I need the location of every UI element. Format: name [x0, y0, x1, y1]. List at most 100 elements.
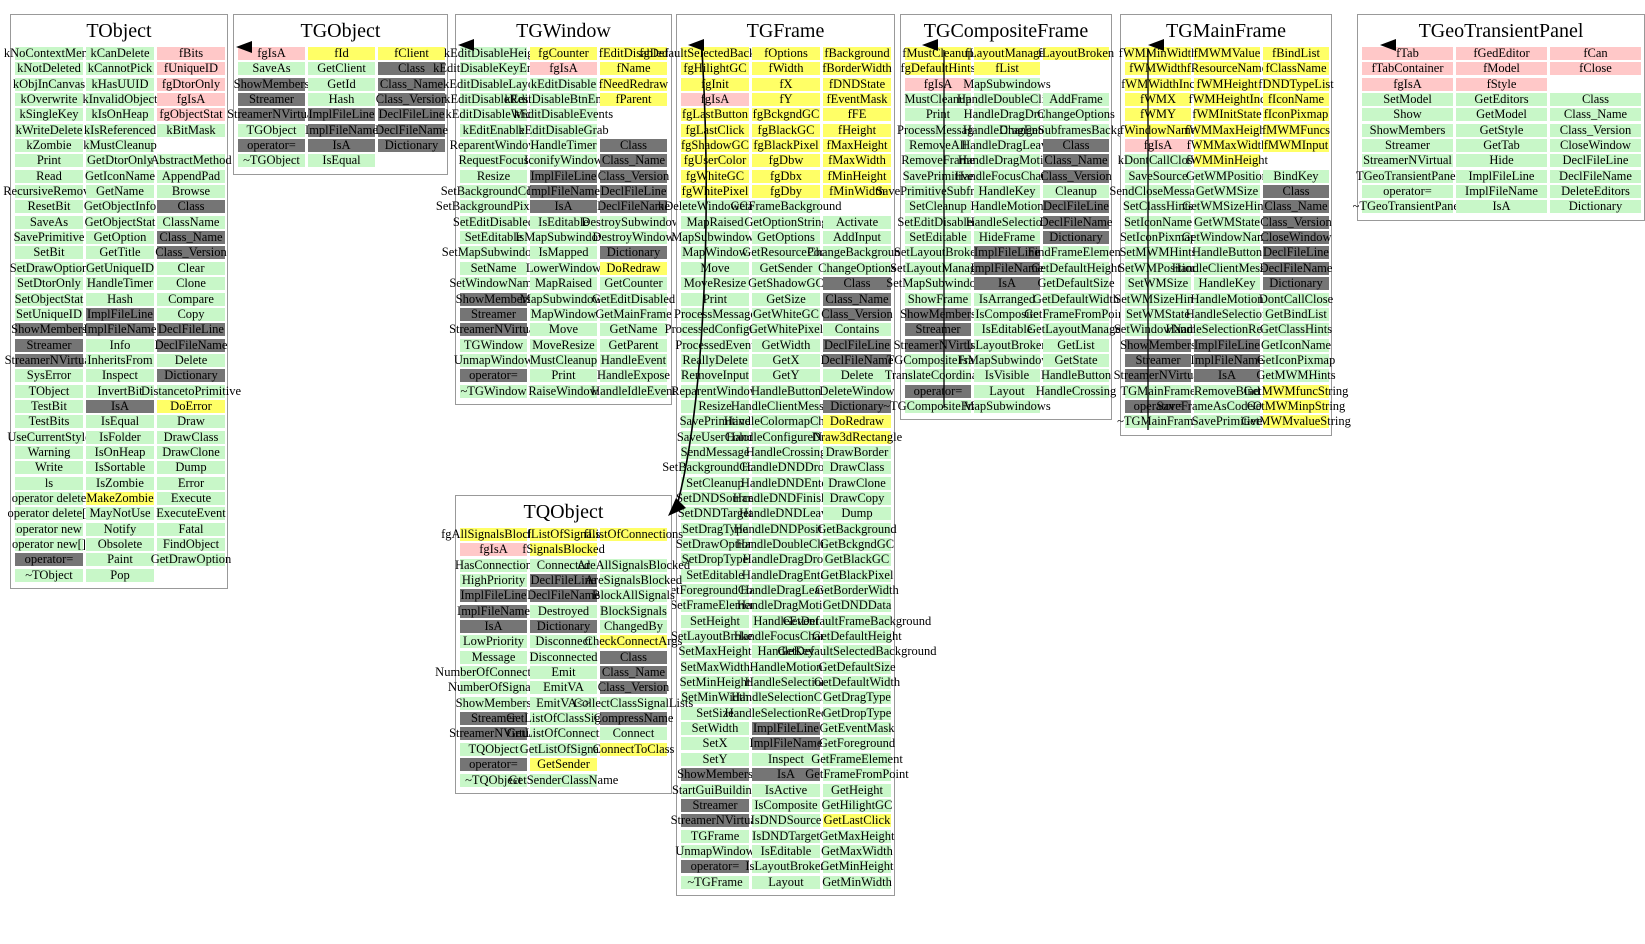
member-cell[interactable]: ChangeOptions: [1037, 108, 1115, 122]
member-cell[interactable]: DestroySubwindows: [581, 215, 686, 229]
member-cell[interactable]: Class: [600, 650, 667, 664]
member-cell[interactable]: GetDefaultSize: [818, 660, 896, 674]
member-cell[interactable]: GetOptions: [752, 231, 820, 245]
member-cell[interactable]: HandleSelection: [966, 215, 1048, 229]
member-cell[interactable]: DrawCopy: [823, 491, 891, 505]
member-cell[interactable]: ReparentWindow: [671, 384, 759, 398]
member-cell[interactable]: HandleExpose: [597, 369, 670, 383]
member-cell[interactable]: RemoveInput: [681, 369, 749, 383]
member-cell[interactable]: fgIsA: [905, 77, 971, 91]
member-cell[interactable]: GetDtorOnly: [86, 154, 154, 168]
member-cell[interactable]: DeleteEditors: [1550, 185, 1641, 199]
member-cell[interactable]: ImplFileName: [1456, 185, 1547, 199]
member-cell[interactable]: kOverwrite: [15, 93, 83, 107]
member-cell[interactable]: MoveResize: [530, 338, 597, 352]
member-cell[interactable]: Class_Version: [1550, 123, 1641, 137]
member-cell[interactable]: fSignalsBlocked: [522, 543, 605, 557]
member-cell[interactable]: GetDropType: [823, 706, 891, 720]
member-cell[interactable]: fgBlackGC: [752, 123, 820, 137]
member-cell[interactable]: IsVisible: [974, 369, 1040, 383]
member-cell[interactable]: ChangeSubframesBackground: [1000, 123, 1152, 137]
member-cell[interactable]: GetDefaultFrameBackground: [783, 614, 931, 628]
member-cell[interactable]: kInvalidObject: [83, 93, 158, 107]
member-cell[interactable]: MapWindow: [530, 307, 597, 321]
member-cell[interactable]: GetTitle: [86, 246, 154, 260]
member-cell[interactable]: kZombie: [15, 139, 83, 153]
member-cell[interactable]: fgIsA: [681, 93, 749, 107]
member-cell[interactable]: HandleSelection: [745, 676, 827, 690]
member-cell[interactable]: Delete: [157, 353, 225, 367]
member-cell[interactable]: Read: [15, 169, 83, 183]
member-cell[interactable]: Class_Version: [598, 169, 669, 183]
member-cell[interactable]: HandleClientMessage: [1172, 261, 1282, 275]
member-cell[interactable]: Dump: [157, 461, 225, 475]
member-cell[interactable]: GetMWMinpString: [1247, 399, 1345, 413]
member-cell[interactable]: fDNDState: [823, 77, 891, 91]
member-cell[interactable]: SetCleanup: [681, 476, 749, 490]
member-cell[interactable]: kEditDisableBtnEnable: [504, 93, 623, 107]
member-cell[interactable]: SetWidth: [681, 722, 749, 736]
member-cell[interactable]: ChangeBackground: [807, 246, 907, 260]
member-cell[interactable]: kEditDisable: [530, 77, 597, 91]
member-cell[interactable]: SaveAs: [15, 215, 83, 229]
member-cell[interactable]: DrawClone: [823, 476, 891, 490]
member-cell[interactable]: SetUniqueID: [15, 307, 83, 321]
member-cell[interactable]: SetWMSize: [1125, 277, 1191, 291]
member-cell[interactable]: Class_Name: [1043, 154, 1109, 168]
member-cell[interactable]: ImplFileLine: [974, 246, 1040, 260]
member-cell[interactable]: GetModel: [1456, 108, 1547, 122]
member-cell[interactable]: ImplFileLine: [752, 722, 820, 736]
member-cell[interactable]: Dictionary: [1043, 231, 1109, 245]
member-cell[interactable]: HandleDoubleClick: [736, 538, 836, 551]
member-cell[interactable]: IsMapSubwindows: [959, 353, 1055, 367]
member-cell[interactable]: kNotDeleted: [15, 62, 83, 76]
member-cell[interactable]: DoRedraw: [823, 415, 891, 429]
member-cell[interactable]: ImplFileName: [1191, 353, 1263, 367]
member-cell[interactable]: SetEditDisabled: [453, 215, 534, 229]
member-cell[interactable]: IsA: [974, 277, 1040, 291]
member-cell[interactable]: Streamer: [681, 798, 749, 812]
member-cell[interactable]: Move: [681, 261, 749, 275]
member-cell[interactable]: TestBit: [15, 399, 83, 413]
member-cell[interactable]: GetFrameFromPoint: [805, 768, 909, 782]
member-cell[interactable]: GetDragType: [823, 691, 891, 705]
member-cell[interactable]: fMWMValue: [1194, 47, 1260, 60]
member-cell[interactable]: Draw3dRectangle: [812, 430, 902, 444]
member-cell[interactable]: MapSubwindows: [671, 231, 759, 245]
member-cell[interactable]: kCanDelete: [86, 47, 154, 60]
member-cell[interactable]: GetY: [752, 369, 820, 383]
member-cell[interactable]: ImplFileLine: [1456, 169, 1547, 183]
member-cell[interactable]: Destroyed: [530, 604, 597, 618]
member-cell[interactable]: kEditDisableLayout: [443, 77, 544, 91]
member-cell[interactable]: Message: [460, 650, 527, 664]
member-cell[interactable]: HandleDragLeave: [961, 139, 1053, 153]
member-cell[interactable]: DeclFileName: [155, 338, 227, 352]
member-cell[interactable]: ProcessedConfigure: [665, 323, 765, 337]
member-cell[interactable]: ImplFileName: [457, 604, 530, 618]
member-cell[interactable]: RecursiveRemove: [3, 185, 95, 199]
member-cell[interactable]: SaveSource: [1125, 169, 1191, 183]
member-cell[interactable]: Inspect: [752, 752, 820, 766]
member-cell[interactable]: HandleSelectionRequest: [1166, 323, 1288, 337]
member-cell[interactable]: Streamer: [1125, 353, 1191, 367]
member-cell[interactable]: GetMWMHints: [1256, 369, 1336, 383]
member-cell[interactable]: SetMWMHints: [1119, 246, 1197, 260]
member-cell[interactable]: GetDNDData: [823, 599, 891, 613]
member-cell[interactable]: ~TObject: [15, 568, 83, 582]
member-cell[interactable]: GetWhiteGC: [752, 307, 820, 321]
member-cell[interactable]: Dictionary: [157, 369, 225, 383]
member-cell[interactable]: GetWindowName: [1182, 231, 1272, 245]
member-cell[interactable]: IsMapped: [530, 246, 597, 260]
member-cell[interactable]: SetWMState: [1125, 307, 1191, 321]
member-cell[interactable]: HandleSelection: [1186, 307, 1268, 321]
member-cell[interactable]: InvertBit: [86, 384, 154, 398]
member-cell[interactable]: SetDrawOption: [10, 261, 88, 275]
member-cell[interactable]: DeclFileLine: [1263, 246, 1329, 260]
member-cell[interactable]: GetBindList: [1263, 307, 1329, 321]
member-cell[interactable]: ReparentWindow: [450, 139, 537, 153]
member-cell[interactable]: Class_Name: [823, 292, 891, 306]
member-cell[interactable]: EmitVA: [530, 681, 597, 695]
member-cell[interactable]: GetWhitePixel: [749, 323, 823, 337]
member-cell[interactable]: SetEditable: [460, 231, 527, 245]
member-cell[interactable]: Streamer: [460, 712, 527, 726]
